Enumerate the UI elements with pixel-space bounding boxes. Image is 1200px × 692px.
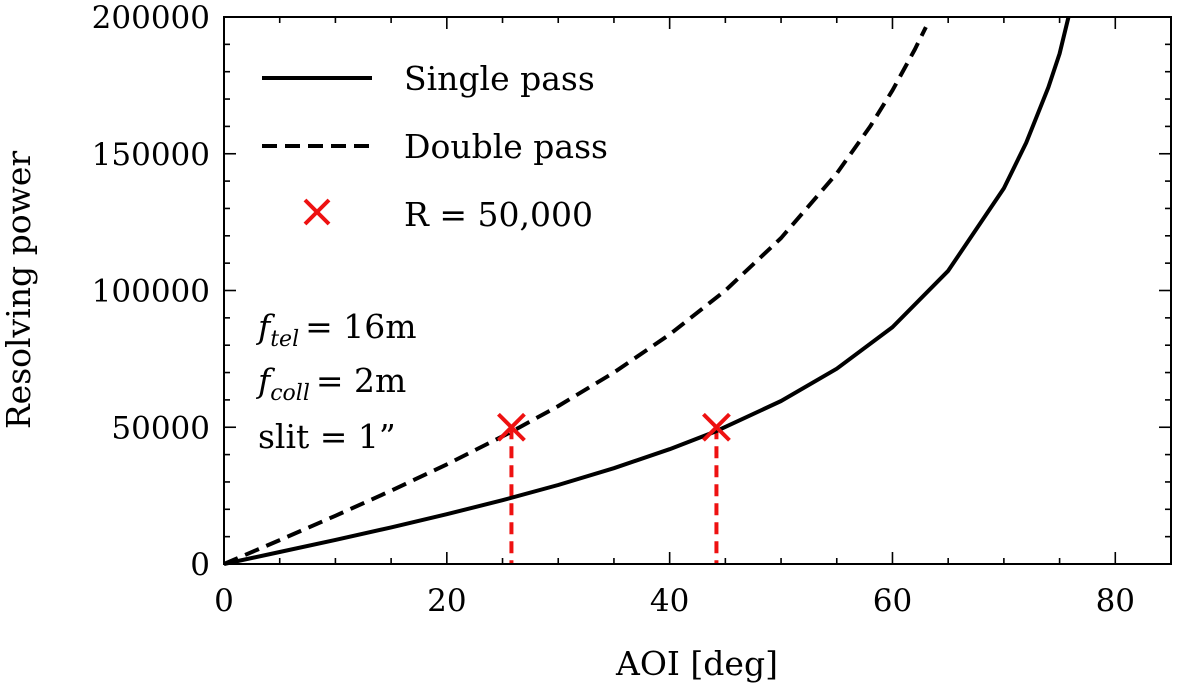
y-axis-label: Resolving power [0, 151, 38, 430]
y-tick-label: 0 [190, 547, 210, 583]
r50000-marker [702, 412, 731, 442]
annotation-slit: slit = 1” [258, 417, 396, 456]
r50000-markers [497, 412, 731, 442]
y-axis-ticks: 0 50000 100000 150000 200000 [92, 0, 1171, 583]
y-tick-label: 150000 [92, 137, 210, 173]
double-pass-line [223, 26, 928, 566]
y-tick-label: 100000 [92, 274, 210, 310]
annotation-f-coll: fcoll = 2m [255, 361, 406, 406]
r50000-marker [497, 412, 526, 442]
legend: Single pass Double pass R = 50,000 [262, 59, 608, 234]
y-tick-label: 200000 [92, 0, 210, 36]
x-axis-ticks: 0 20 40 60 80 [214, 17, 1172, 619]
r50000-guide-lines [509, 427, 719, 564]
annotation-f-tel: ftel = 16m [255, 307, 417, 352]
x-tick-label: 60 [873, 583, 912, 619]
x-tick-label: 20 [427, 583, 466, 619]
x-tick-label: 0 [214, 583, 234, 619]
x-tick-label: 40 [650, 583, 689, 619]
plot-frame [223, 16, 1172, 565]
legend-label-single-pass: Single pass [404, 59, 595, 98]
x-tick-label: 80 [1096, 583, 1135, 619]
series-lines [223, 16, 1071, 566]
parameter-annotations: ftel = 16m fcoll = 2m slit = 1” [255, 307, 417, 456]
legend-label-r50000: R = 50,000 [404, 195, 593, 234]
single-pass-line [223, 16, 1071, 566]
legend-swatch-r50000-marker [303, 198, 331, 226]
legend-label-double-pass: Double pass [404, 127, 608, 166]
y-tick-label: 50000 [111, 410, 210, 446]
x-axis-label: AOI [deg] [615, 644, 778, 683]
